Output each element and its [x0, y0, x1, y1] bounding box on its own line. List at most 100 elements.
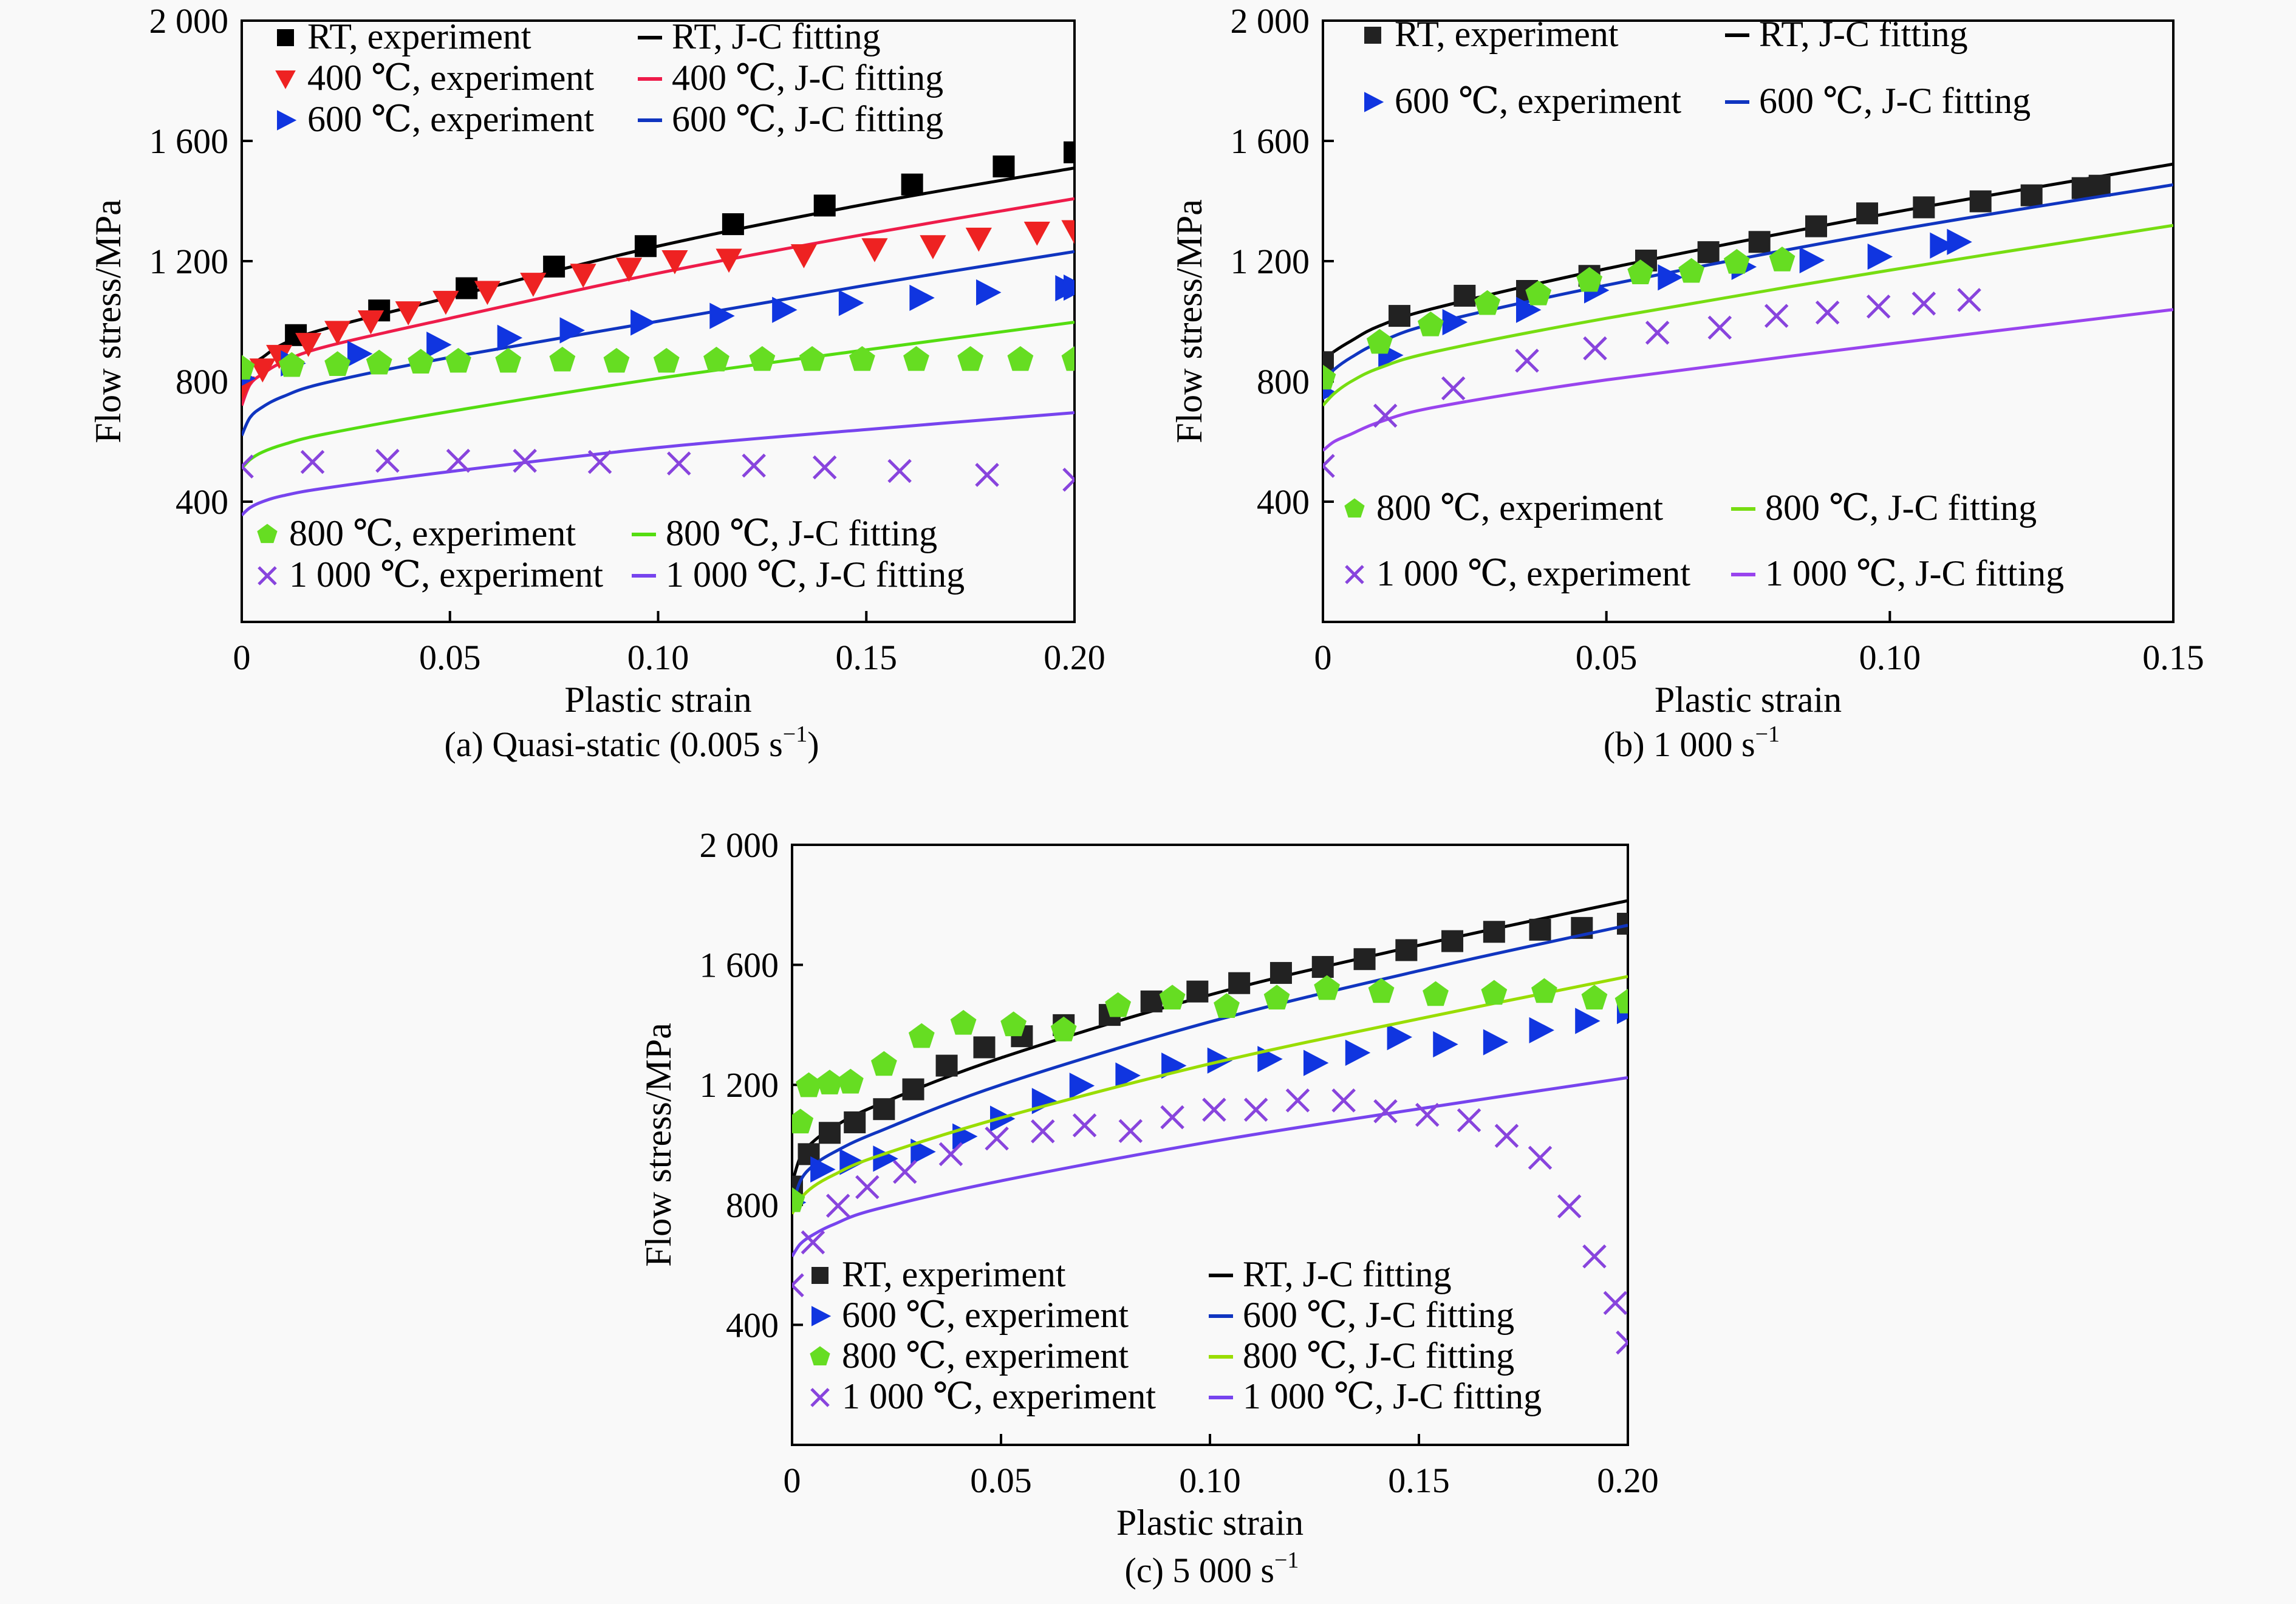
legend-label: 1 000 ℃, experiment [1376, 553, 1690, 593]
data-point-1000 [1160, 1105, 1184, 1130]
caption-main: (b) 1 000 s [1604, 725, 1755, 764]
data-point-1000 [1815, 300, 1840, 325]
data-point-RT [1483, 921, 1505, 943]
caption-superscript: −1 [1755, 722, 1780, 747]
caption-superscript: −1 [1274, 1548, 1299, 1573]
data-point-1000 [1323, 454, 1335, 478]
legend-entry: 800 ℃, J-C fitting [1209, 1336, 1514, 1376]
legend-label: 800 ℃, experiment [289, 513, 576, 553]
x-tick-label: 0.15 [836, 638, 898, 677]
y-tick-label: 1 600 [1231, 121, 1310, 161]
legend-entry: 800 ℃, J-C fitting [632, 513, 937, 553]
data-point-1000 [1645, 321, 1670, 345]
fit-line-1000 [242, 411, 1075, 517]
data-point-RT [1617, 912, 1628, 935]
legend-marker-icon [257, 524, 278, 544]
data-point-1000 [1062, 468, 1075, 492]
data-point-1000 [1415, 1102, 1440, 1127]
data-point-800 [792, 1108, 814, 1134]
data-point-600 [1303, 1049, 1329, 1076]
data-point-RT [722, 213, 744, 236]
y-tick-label: 800 [1257, 362, 1310, 401]
x-tick-label: 0 [233, 638, 251, 677]
data-point-1000 [1457, 1108, 1481, 1133]
data-point-RT [1395, 939, 1418, 961]
data-point-RT [2020, 184, 2043, 206]
x-tick-label: 0.15 [2142, 638, 2204, 677]
legend-entry: 600 ℃, J-C fitting [1725, 81, 2031, 121]
data-point-1000 [1441, 376, 1466, 401]
data-point-1000 [1243, 1097, 1268, 1122]
x-tick-label: 0.10 [1179, 1461, 1241, 1500]
legend-entry: 400 ℃, J-C fitting [638, 58, 943, 98]
legend-label: 600 ℃, experiment [1395, 81, 1681, 121]
data-point-600 [1575, 1008, 1601, 1034]
legend-entry: 800 ℃, J-C fitting [1731, 488, 2037, 528]
data-point-800 [1474, 290, 1501, 315]
panel-caption: (b) 1 000 s−1 [1604, 722, 1780, 764]
legend-entry: RT, J-C fitting [1209, 1254, 1452, 1294]
data-point-800 [495, 347, 522, 373]
data-point-400 [661, 250, 688, 275]
legend-label: 400 ℃, J-C fitting [672, 58, 943, 98]
data-point-600 [347, 340, 373, 367]
data-point-RT [1064, 141, 1075, 163]
data-point-800 [549, 346, 576, 372]
legend-label: 800 ℃, J-C fitting [1243, 1336, 1514, 1376]
data-point-RT [993, 155, 1015, 178]
y-tick-label: 800 [176, 362, 228, 401]
data-point-600 [1064, 274, 1075, 301]
x-axis-title: Plastic strain [564, 680, 751, 720]
data-point-600 [772, 296, 798, 323]
data-point-800 [796, 1072, 822, 1097]
data-point-800 [445, 347, 471, 373]
data-point-1000 [1616, 1330, 1628, 1355]
data-point-800 [1627, 259, 1654, 285]
legend-label: RT, J-C fitting [1243, 1254, 1452, 1294]
data-point-800 [1531, 978, 1557, 1003]
data-point-RT [818, 1122, 841, 1144]
x-axis-title: Plastic strain [1116, 1503, 1303, 1543]
data-point-800 [749, 346, 776, 371]
data-point-800 [1614, 988, 1628, 1014]
data-point-1000 [825, 1193, 850, 1218]
data-point-800 [1678, 258, 1705, 283]
data-point-400 [1061, 220, 1075, 245]
data-point-800 [1417, 311, 1444, 336]
legend-entry: 1 000 ℃, experiment [810, 1376, 1156, 1416]
data-point-600 [1433, 1031, 1458, 1058]
legend-entry: 1 000 ℃, J-C fitting [1731, 553, 2064, 593]
y-axis-title: Flow stress/MPa [1169, 199, 1209, 443]
data-point-400 [266, 344, 293, 369]
data-point-400 [324, 321, 351, 345]
series-RT [242, 141, 1075, 383]
legend-label: 400 ℃, experiment [307, 58, 594, 98]
legend-label: 1 000 ℃, J-C fitting [666, 555, 965, 595]
data-point-1000 [892, 1159, 917, 1184]
legend-entry: 600 ℃, experiment [811, 1295, 1129, 1335]
y-tick-label: 1 600 [149, 121, 229, 161]
data-point-800 [1368, 978, 1395, 1003]
legend-entry: 800 ℃, experiment [810, 1336, 1129, 1376]
data-point-1000 [975, 463, 999, 487]
legend-marker-icon [277, 29, 294, 46]
data-point-400 [790, 244, 818, 268]
data-point-800 [799, 346, 825, 371]
data-point-400 [615, 258, 643, 282]
legend-entry: 1 000 ℃, experiment [1345, 553, 1690, 593]
data-point-1000 [300, 449, 325, 474]
data-point-400 [716, 248, 742, 273]
legend-entry: 600 ℃, experiment [1364, 81, 1681, 121]
data-point-600 [1442, 309, 1468, 336]
data-point-RT [1697, 241, 1720, 264]
data-point-400 [249, 358, 276, 383]
data-point-RT [1913, 196, 1935, 219]
data-point-RT [1186, 980, 1209, 1003]
data-point-1000 [1118, 1119, 1143, 1144]
fit-line-RT [792, 899, 1628, 1184]
caption-main: (a) Quasi-static (0.005 s [444, 725, 782, 764]
x-tick-label: 0.05 [419, 638, 481, 677]
data-point-RT [456, 277, 478, 299]
data-point-800 [1581, 985, 1608, 1010]
data-point-RT [543, 255, 565, 278]
